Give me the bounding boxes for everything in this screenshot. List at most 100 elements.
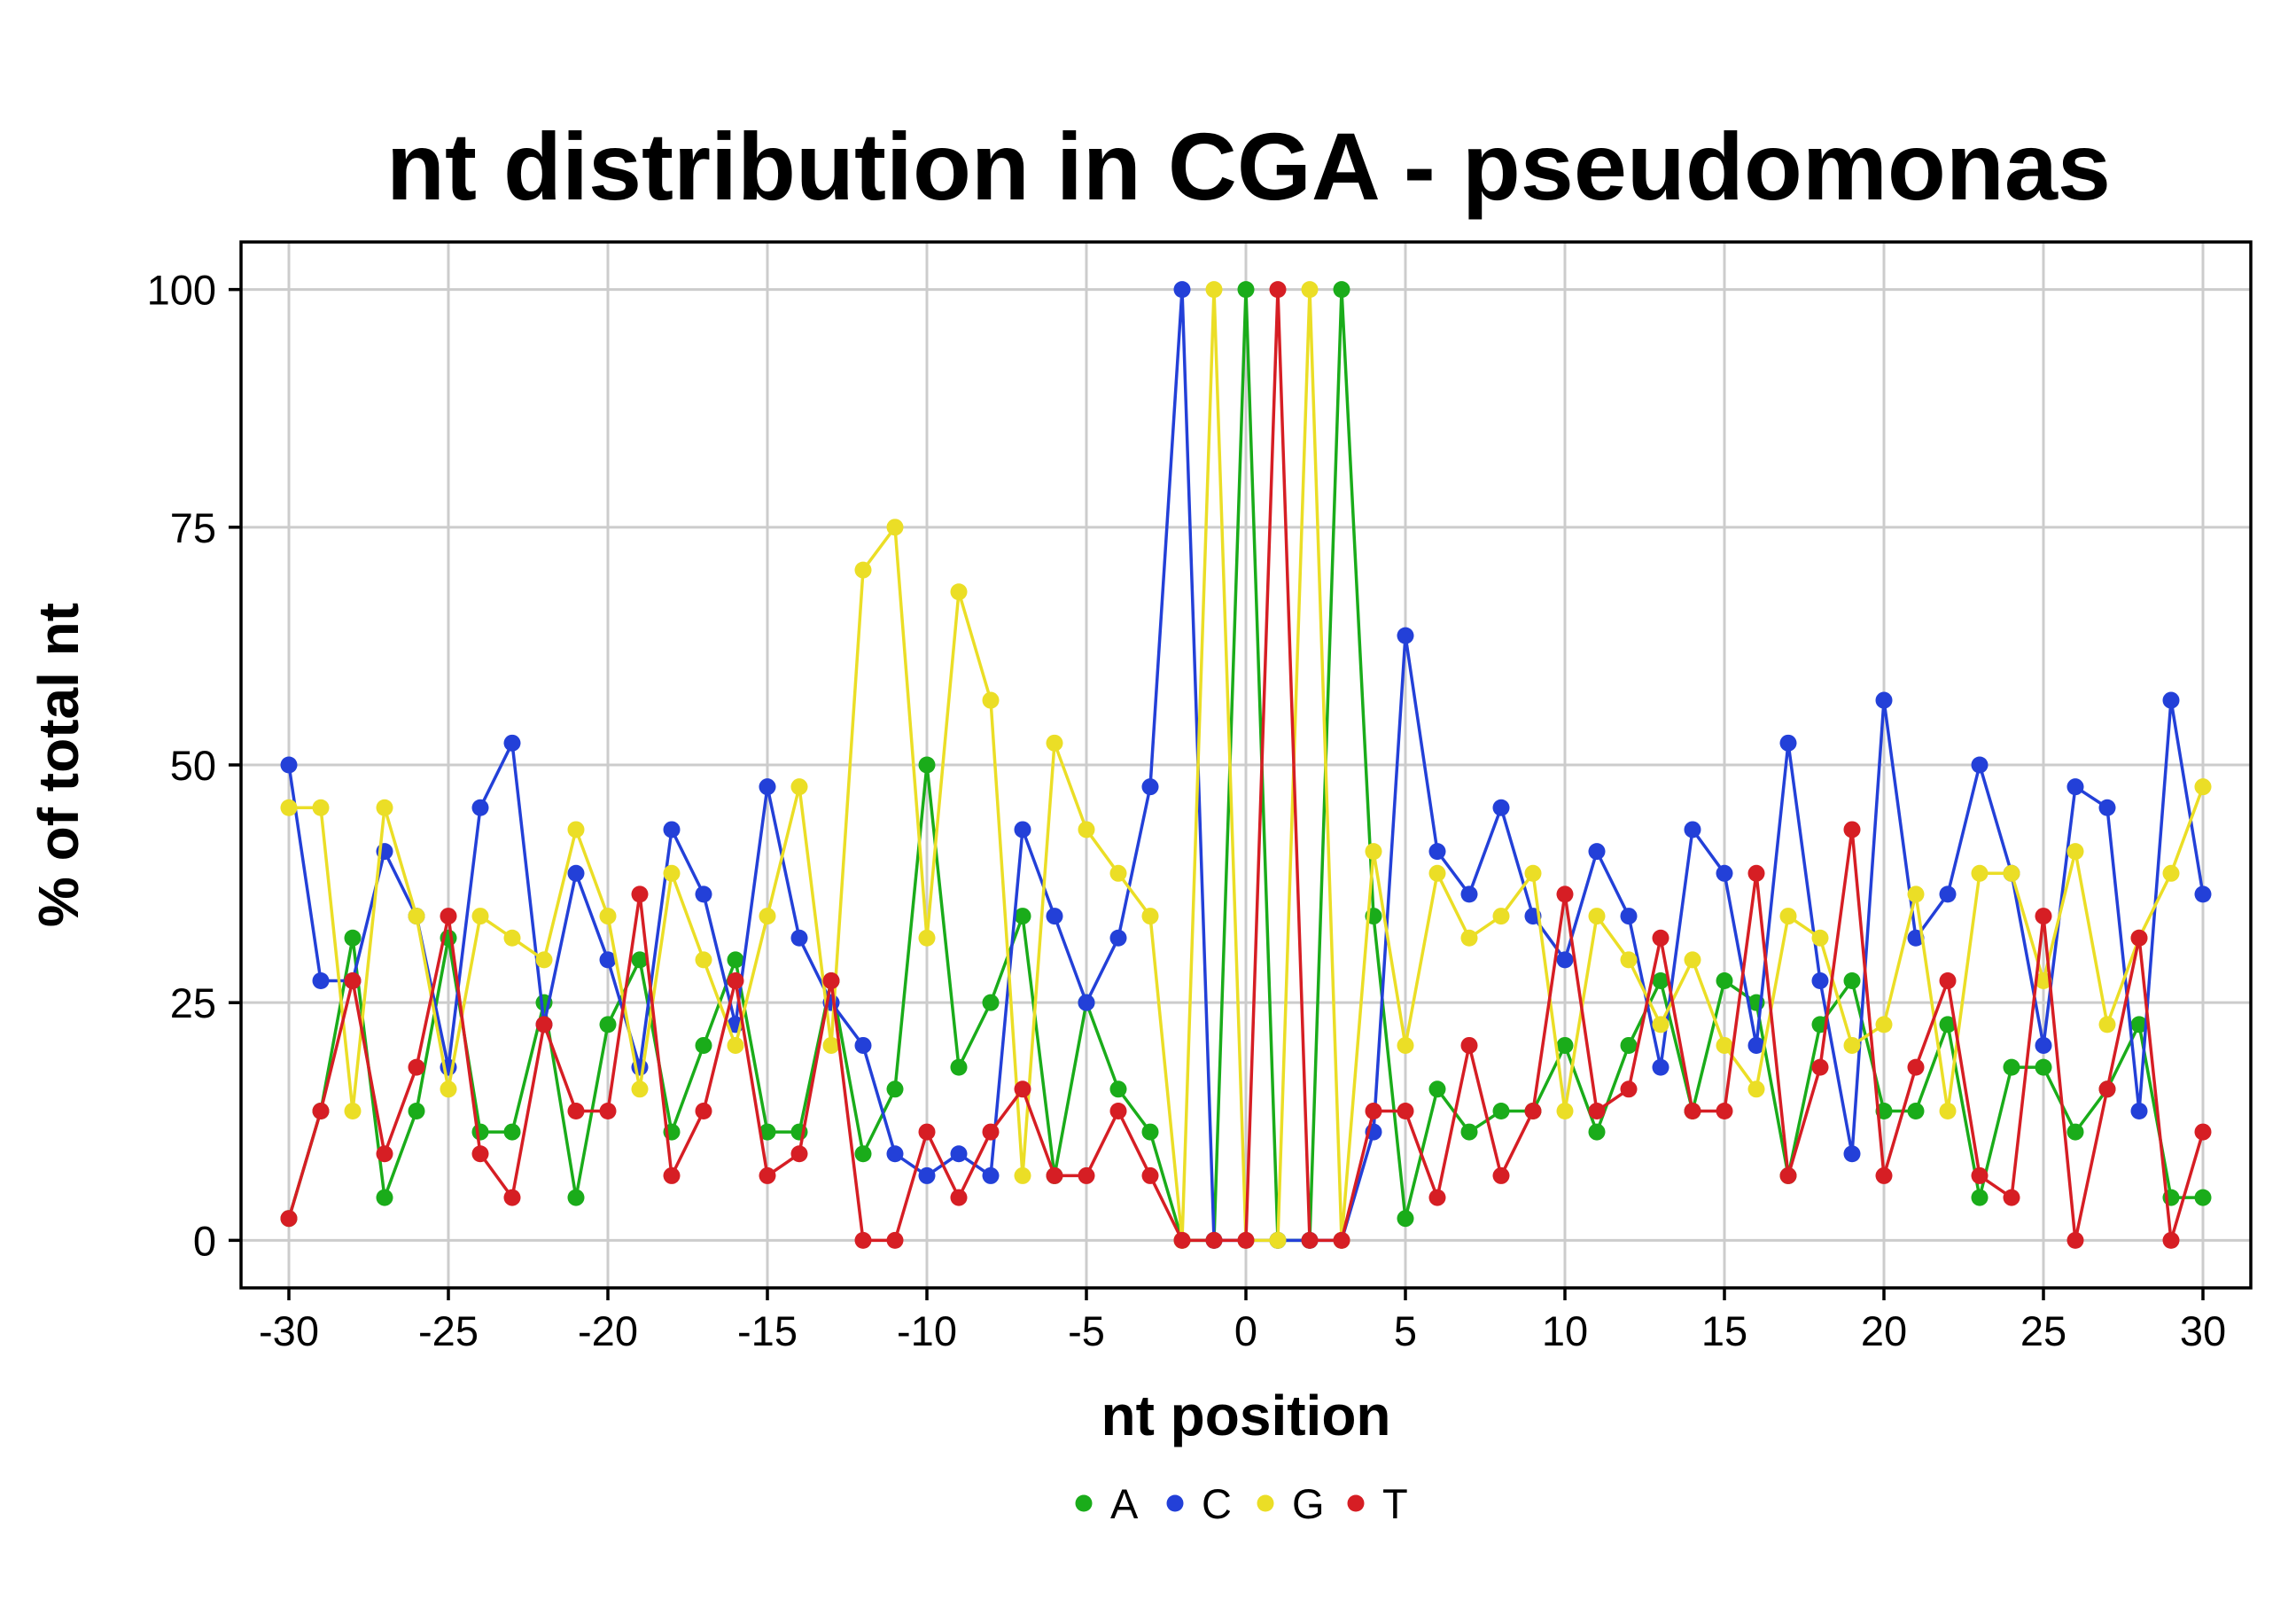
data-point-A — [1652, 972, 1669, 990]
legend-label: G — [1292, 1480, 1325, 1527]
data-point-T — [1333, 1231, 1350, 1249]
data-point-T — [1301, 1231, 1319, 1249]
data-point-G — [1109, 864, 1127, 882]
data-point-G — [663, 864, 681, 882]
data-point-C — [918, 1166, 936, 1184]
data-point-C — [1939, 885, 1957, 903]
y-tick-label: 75 — [170, 504, 216, 551]
data-point-T — [2035, 908, 2052, 925]
data-point-C — [1460, 885, 1478, 903]
data-point-C — [1620, 908, 1638, 925]
data-point-T — [2194, 1123, 2212, 1141]
data-point-T — [1556, 885, 1574, 903]
x-tick-label: -10 — [897, 1307, 957, 1354]
data-point-C — [1428, 843, 1446, 861]
data-point-T — [1939, 972, 1957, 990]
legend-item-C: C — [1166, 1480, 1232, 1527]
data-point-T — [567, 1102, 585, 1119]
data-point-T — [854, 1231, 872, 1249]
data-point-A — [1237, 281, 1255, 299]
data-point-G — [950, 583, 968, 601]
data-point-A — [471, 1123, 489, 1141]
data-point-C — [2035, 1036, 2052, 1054]
data-point-T — [1843, 821, 1861, 838]
data-point-T — [886, 1231, 904, 1249]
x-tick-label: 20 — [1861, 1307, 1907, 1354]
data-point-G — [567, 821, 585, 838]
data-point-C — [695, 885, 712, 903]
data-point-A — [1141, 1123, 1159, 1141]
y-axis-title: % of total nt — [27, 603, 90, 927]
data-point-T — [1205, 1231, 1223, 1249]
data-point-G — [1843, 1036, 1861, 1054]
data-point-A — [408, 1102, 425, 1119]
data-point-G — [2194, 778, 2212, 796]
chart-title: nt distribution in CGA - pseudomonas — [386, 113, 2111, 220]
data-point-G — [1652, 1016, 1669, 1034]
data-point-T — [1141, 1166, 1159, 1184]
data-point-G — [1014, 1166, 1031, 1184]
data-point-G — [1811, 929, 1829, 947]
x-tick-label: 5 — [1394, 1307, 1417, 1354]
x-tick-label: 0 — [1234, 1307, 1257, 1354]
data-point-C — [1684, 821, 1701, 838]
data-point-C — [1014, 821, 1031, 838]
data-point-C — [471, 799, 489, 816]
data-point-C — [2066, 778, 2084, 796]
x-axis-title: nt position — [1101, 1384, 1390, 1447]
data-point-T — [1588, 1102, 1606, 1119]
data-point-T — [663, 1166, 681, 1184]
data-point-T — [1620, 1080, 1638, 1098]
data-point-G — [1301, 281, 1319, 299]
data-point-C — [1971, 756, 1989, 774]
data-point-C — [2098, 799, 2116, 816]
data-point-T — [599, 1102, 617, 1119]
legend-swatch — [1075, 1494, 1093, 1512]
data-point-G — [535, 951, 553, 969]
data-point-G — [886, 519, 904, 536]
y-tick-label: 100 — [147, 267, 216, 314]
data-point-C — [280, 756, 298, 774]
x-tick-label: 10 — [1542, 1307, 1588, 1354]
data-point-C — [1141, 778, 1159, 796]
data-point-T — [503, 1189, 521, 1206]
data-point-C — [1747, 1036, 1765, 1054]
data-point-G — [1460, 929, 1478, 947]
y-tick-label: 25 — [170, 979, 216, 1026]
data-point-G — [1716, 1036, 1733, 1054]
data-point-G — [1365, 843, 1382, 861]
data-point-G — [1556, 1102, 1574, 1119]
x-tick-label: 25 — [2020, 1307, 2066, 1354]
data-point-C — [2162, 691, 2180, 709]
data-point-A — [1939, 1016, 1957, 1034]
data-point-G — [1046, 734, 1063, 752]
data-point-C — [1907, 929, 1925, 947]
data-point-T — [1907, 1058, 1925, 1076]
data-point-G — [790, 778, 808, 796]
data-point-A — [1460, 1123, 1478, 1141]
data-point-G — [727, 1036, 744, 1054]
data-point-A — [1971, 1189, 1989, 1206]
data-point-G — [1779, 908, 1797, 925]
data-point-G — [1971, 864, 1989, 882]
data-point-A — [2066, 1123, 2084, 1141]
data-point-A — [2130, 1016, 2148, 1034]
data-point-A — [567, 1189, 585, 1206]
data-point-G — [2035, 972, 2052, 990]
data-point-G — [1588, 908, 1606, 925]
data-point-G — [1269, 1231, 1287, 1249]
x-tick-label: 15 — [1701, 1307, 1747, 1354]
data-point-T — [727, 972, 744, 990]
data-point-G — [982, 691, 1000, 709]
data-point-G — [599, 908, 617, 925]
legend-item-T: T — [1347, 1480, 1408, 1527]
data-point-A — [1588, 1123, 1606, 1141]
data-point-A — [982, 994, 1000, 1011]
legend-swatch — [1347, 1494, 1365, 1512]
data-point-C — [1652, 1058, 1669, 1076]
data-point-C — [663, 821, 681, 838]
data-point-T — [822, 972, 840, 990]
y-axis-ticks: 0 25 50 75 100 — [147, 267, 241, 1264]
data-point-C — [1556, 951, 1574, 969]
data-point-T — [1460, 1036, 1478, 1054]
